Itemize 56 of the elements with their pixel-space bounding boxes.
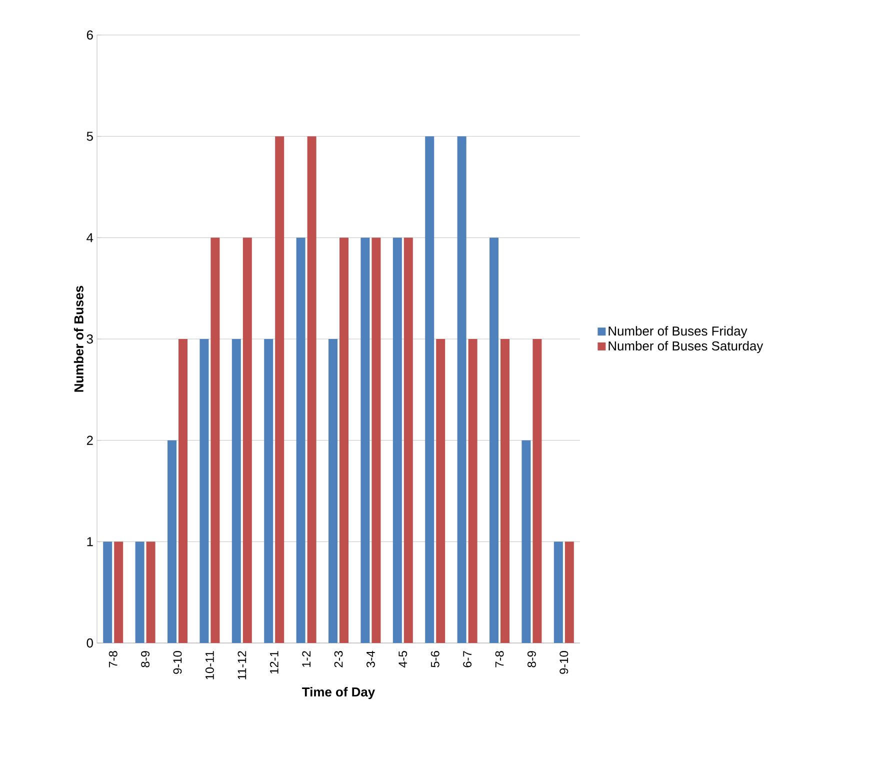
bar (372, 238, 381, 643)
y-tick-label: 5 (86, 132, 93, 141)
x-tick-label: 9-10 (173, 650, 182, 674)
bar (522, 440, 531, 643)
bar (468, 339, 478, 643)
y-tick-label: 3 (86, 334, 93, 344)
x-tick-label: 2-3 (334, 651, 343, 668)
x-axis-title: Time of Day (302, 687, 376, 700)
y-tick-label: 0 (86, 638, 93, 648)
bar (135, 542, 144, 643)
x-tick-label: 8-9 (527, 651, 536, 668)
bar (564, 542, 574, 643)
bar (500, 339, 510, 643)
bar (103, 542, 112, 643)
x-tick-label: 7-8 (495, 651, 504, 668)
y-tick-label: 6 (86, 30, 93, 40)
bar (457, 136, 466, 643)
x-tick-label: 1-2 (302, 651, 310, 667)
bar (178, 339, 188, 643)
bar (328, 339, 338, 643)
bar (490, 238, 499, 643)
bar (532, 339, 542, 643)
bar (340, 238, 348, 643)
x-tick-label: 8-9 (141, 651, 150, 668)
x-tick-label: 6-7 (463, 651, 472, 668)
x-tick-label: 5-6 (430, 651, 440, 668)
bar (210, 238, 220, 643)
x-tick-label: 7-8 (108, 651, 118, 668)
bar (554, 542, 563, 643)
bar (264, 339, 274, 643)
bar (232, 339, 241, 643)
bar (200, 339, 209, 643)
bar (275, 136, 284, 643)
legend-label: Number of Buses Saturday (608, 340, 764, 354)
x-tick-label: 9-10 (560, 650, 568, 674)
bar (392, 238, 402, 643)
y-tick-label: 4 (86, 233, 94, 242)
bar (146, 542, 156, 643)
bar (404, 238, 413, 643)
y-tick-label: 1 (87, 537, 93, 546)
x-tick-label: 10-11 (205, 651, 214, 680)
y-tick-label: 2 (86, 436, 93, 445)
bar (307, 136, 316, 643)
legend-label: Number of Buses Friday (608, 326, 748, 338)
bar (242, 238, 252, 643)
x-tick-label: 4-5 (398, 651, 408, 668)
x-tick-label: 11-12 (238, 651, 246, 680)
bar (168, 440, 177, 643)
bar (360, 238, 370, 643)
x-tick-label: 3-4 (366, 650, 375, 668)
bar (114, 542, 124, 643)
bar (425, 136, 434, 643)
x-tick-label: 12-1 (270, 651, 278, 674)
y-axis-title: Number of Buses (74, 286, 84, 392)
bar (296, 238, 306, 643)
bar (436, 339, 446, 643)
